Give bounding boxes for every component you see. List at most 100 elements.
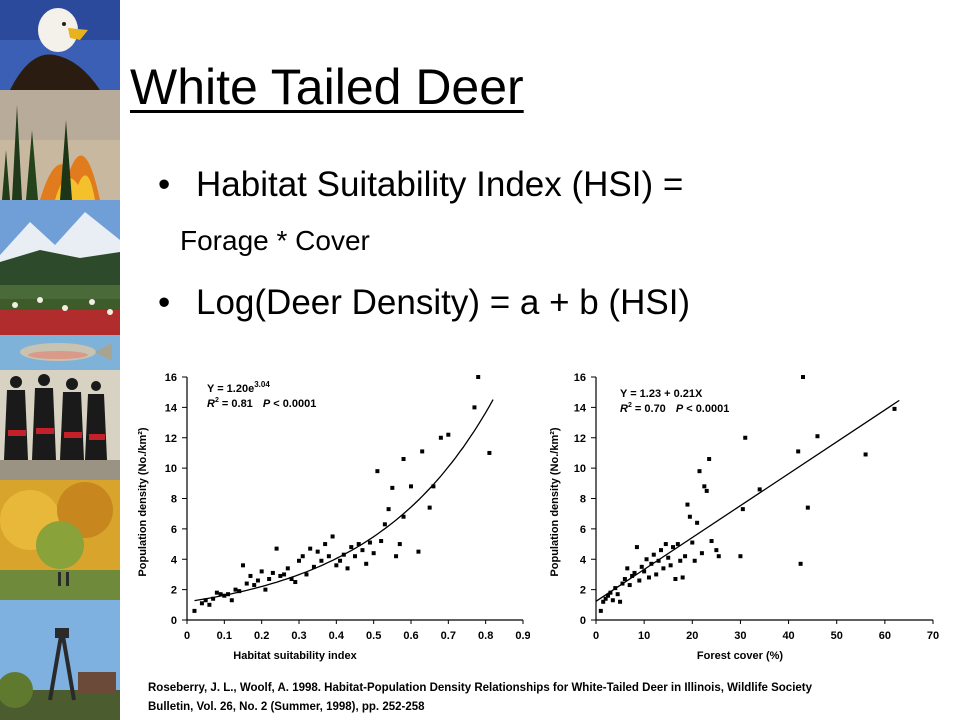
chart-hsi-data-point: [233, 587, 238, 592]
chart-hsi-data-point: [323, 542, 328, 547]
chart-forest-p-value: < 0.0001: [683, 403, 729, 415]
chart-forest-annotation: Y = 1.23 + 0.21X R2 = 0.70 P < 0.0001: [620, 388, 729, 415]
citation-line-1: Roseberry, J. L., Woolf, A. 1998. Habita…: [148, 682, 813, 694]
chart-forest-y-tick-label: 6: [580, 524, 586, 536]
chart-forest-y-tick-label: 16: [574, 372, 586, 384]
chart-forest-data-point: [644, 557, 649, 562]
chart-hsi-data-point: [214, 590, 219, 595]
chart-hsi-data-point: [207, 602, 212, 607]
chart-forest-data-point: [649, 561, 654, 566]
chart-forest-data-point: [622, 576, 627, 581]
chart-hsi-data-point: [476, 375, 481, 379]
chart-forest-data-point: [654, 572, 659, 577]
chart-hsi-data-point: [248, 573, 253, 578]
chart-hsi-data-point: [192, 608, 197, 613]
chart-hsi-data-point: [427, 505, 432, 510]
chart-hsi-x-tick-label: 0.4: [329, 630, 345, 642]
chart-forest-data-point: [695, 520, 700, 525]
chart-forest-data-point: [714, 548, 719, 553]
bullet-dot: •: [158, 283, 171, 322]
chart-forest-data-point: [738, 554, 743, 559]
chart-forest-x-tick-label: 10: [638, 630, 650, 642]
chart-forest-x-tick-label: 60: [879, 630, 891, 642]
chart-forest-r2-label: R: [620, 403, 628, 415]
chart-hsi-equation: Y = 1.20e: [207, 383, 254, 395]
chart-forest-data-point: [603, 596, 608, 601]
chart-hsi-x-tick-label: 0.1: [217, 630, 232, 642]
chart-forest-data-point: [801, 375, 806, 379]
bullet-hsi: • Habitat Suitability Index (HSI) =: [158, 167, 683, 202]
chart-forest-data-point: [637, 578, 642, 583]
chart-hsi-p-value: < 0.0001: [270, 398, 316, 410]
chart-hsi-r2-value: = 0.81: [219, 398, 253, 410]
chart-hsi-x-tick-label: 0: [184, 630, 190, 642]
chart-hsi-data-point: [274, 546, 279, 551]
chart-hsi-data-point: [431, 484, 436, 489]
autumn-trees-photo: [0, 480, 120, 600]
chart-forest-data-point: [666, 555, 671, 560]
chart-forest-data-point: [598, 608, 603, 613]
chart-forest-y-tick-label: 0: [580, 615, 586, 627]
chart-hsi-data-point: [326, 554, 331, 559]
chart-forest-data-point: [740, 507, 745, 512]
chart-hsi-data-point: [341, 552, 346, 557]
chart-hsi-data-point: [304, 572, 309, 577]
chart-forest-data-point: [796, 449, 801, 454]
chart-forest-data-point: [685, 502, 690, 507]
chart-forest-x-tick-label: 40: [782, 630, 794, 642]
chart-hsi-r2-label: R: [207, 398, 215, 410]
chart-hsi-y-tick-label: 4: [171, 554, 178, 566]
chart-hsi-data-point: [282, 572, 287, 577]
chart-hsi-data-point: [390, 485, 395, 490]
chart-forest-data-point: [627, 583, 632, 588]
chart-hsi-data-point: [371, 551, 376, 556]
chart-hsi-data-point: [409, 484, 413, 489]
chart-forest-y-tick-label: 14: [574, 402, 587, 414]
bullet-log-density-text: Log(Deer Density) = a + b (HSI): [196, 283, 691, 322]
chart-hsi-data-point: [297, 558, 301, 563]
chart-hsi-data-point: [438, 435, 443, 440]
chart-forest-data-point: [678, 558, 683, 563]
chart-forest-data-point: [606, 593, 611, 598]
chart-forest-data-point: [658, 548, 663, 553]
chart-forest-x-tick-label: 50: [831, 630, 843, 642]
chart-forest-data-point: [673, 576, 678, 581]
chart-forest-x-label: Forest cover (%): [697, 650, 784, 662]
chart-hsi-data-point: [237, 589, 242, 594]
chart-hsi-points: [192, 375, 492, 613]
bullet-log-density: • Log(Deer Density) = a + b (HSI): [158, 285, 690, 320]
chart-hsi-fit-line: [194, 399, 494, 602]
chart-forest-data-point: [671, 545, 676, 550]
chart-hsi-y-tick-label: 14: [165, 402, 178, 414]
chart-hsi-data-point: [311, 564, 316, 569]
chart-forest-data-point: [656, 558, 661, 563]
chart-forest-data-point: [892, 406, 897, 411]
chart-forest-data-point: [680, 575, 685, 580]
chart-hsi-data-point: [420, 449, 425, 454]
chart-hsi-data-point: [203, 598, 208, 603]
chart-forest-y-tick-label: 10: [574, 463, 586, 475]
chart-forest-p-label: P: [676, 403, 684, 415]
chart-forest-data-point: [683, 554, 688, 559]
flower-field-photo: [0, 285, 120, 335]
chart-hsi-data-point: [211, 596, 216, 601]
chart-forest-data-point: [646, 575, 651, 580]
chart-hsi-x-tick-label: 0.3: [291, 630, 306, 642]
chart-hsi-data-point: [382, 522, 387, 527]
fish-photo: [0, 335, 120, 370]
chart-hsi-y-tick-label: 10: [165, 463, 177, 475]
chart-forest-x-tick-label: 30: [734, 630, 746, 642]
chart-forest-data-point: [661, 566, 666, 571]
chart-hsi-data-point: [259, 569, 264, 574]
chart-forest-data-point: [651, 552, 656, 557]
chart-hsi-data-point: [252, 583, 257, 588]
chart-forest-data-point: [798, 561, 803, 566]
chart-forest-data-point: [863, 452, 868, 457]
chart-hsi-data-point: [446, 432, 451, 437]
forest-fire-photo: [0, 90, 120, 200]
chart-hsi-data-point: [289, 576, 294, 581]
chart-forest-y-tick-label: 2: [580, 585, 586, 597]
mine-headframe-photo: [0, 600, 120, 720]
chart-forest-data-point: [687, 514, 692, 519]
chart-forest-data-point: [618, 599, 623, 604]
